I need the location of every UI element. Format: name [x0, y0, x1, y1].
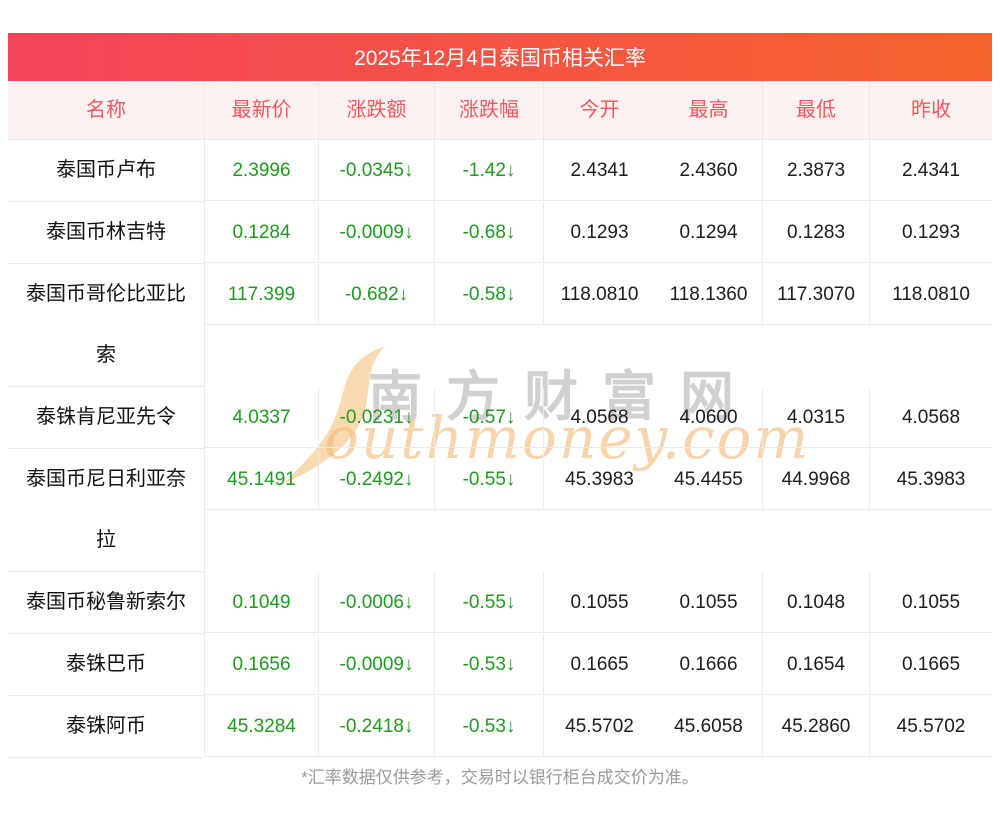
- change-amount-cell: -0.2418↓: [318, 696, 434, 757]
- change-percent-cell: -0.68↓: [434, 202, 543, 263]
- open-cell: 4.0568: [543, 387, 655, 448]
- change-percent-cell: -0.53↓: [434, 634, 543, 695]
- prev-close-cell: 0.1055: [869, 572, 992, 633]
- high-cell: 0.1055: [655, 572, 762, 633]
- table-header-row: 名称 最新价 涨跌额 涨跌幅 今开 最高 最低 昨收: [8, 81, 992, 140]
- high-cell: 4.0600: [655, 387, 762, 448]
- high-cell: 2.4360: [655, 140, 762, 201]
- low-cell: 0.1654: [762, 634, 869, 695]
- prev-close-cell: 45.5702: [869, 696, 992, 757]
- prev-close-cell: 0.1293: [869, 202, 992, 263]
- prev-close-cell: 0.1665: [869, 634, 992, 695]
- table-title: 2025年12月4日泰国币相关汇率: [8, 33, 992, 81]
- change-percent-cell: -0.57↓: [434, 387, 543, 448]
- column-header-change-amount: 涨跌额: [318, 81, 434, 140]
- change-amount-cell: -0.0231↓: [318, 387, 434, 448]
- high-cell: 0.1294: [655, 202, 762, 263]
- latest-price-cell: 45.1491: [205, 449, 318, 510]
- change-percent-cell: -0.58↓: [434, 264, 543, 325]
- table-row: 泰铢阿币 45.3284 -0.2418↓ -0.53↓ 45.5702 45.6058 4…: [8, 696, 992, 758]
- column-header-name: 名称: [8, 81, 205, 140]
- table-row: 泰国币秘鲁新索尔 0.1049 -0.0006↓ -0.55↓ 0.1055 0.1055…: [8, 572, 992, 634]
- latest-price-cell: 2.3996: [205, 140, 318, 201]
- table-row: 泰铢巴币 0.1656 -0.0009↓ -0.53↓ 0.1665 0.1666 0.16…: [8, 634, 992, 696]
- low-cell: 2.3873: [762, 140, 869, 201]
- open-cell: 0.1055: [543, 572, 655, 633]
- prev-close-cell: 2.4341: [869, 140, 992, 201]
- name-cell: 泰国币林吉特: [8, 202, 205, 264]
- column-header-low: 最低: [762, 81, 869, 140]
- column-header-prev-close: 昨收: [869, 81, 992, 140]
- name-cell: 泰铢肯尼亚先令: [8, 387, 205, 449]
- column-header-open: 今开: [543, 81, 655, 140]
- change-percent-cell: -0.53↓: [434, 696, 543, 757]
- open-cell: 45.3983: [543, 449, 655, 510]
- table-row: 泰国币卢布 2.3996 -0.0345↓ -1.42↓ 2.4341 2.4360 2.3…: [8, 140, 992, 202]
- low-cell: 45.2860: [762, 696, 869, 757]
- latest-price-cell: 4.0337: [205, 387, 318, 448]
- disclaimer-text: *汇率数据仅供参考，交易时以银行柜台成交价为准。: [301, 768, 699, 787]
- low-cell: 0.1048: [762, 572, 869, 633]
- change-percent-cell: -0.55↓: [434, 449, 543, 510]
- table-row: 泰国币林吉特 0.1284 -0.0009↓ -0.68↓ 0.1293 0.1294 0.…: [8, 202, 992, 264]
- name-cell: 泰铢阿币: [8, 696, 205, 758]
- table-body: 泰国币卢布 2.3996 -0.0345↓ -1.42↓ 2.4341 2.4360 2.3…: [8, 140, 992, 758]
- column-header-change-percent: 涨跌幅: [434, 81, 543, 140]
- high-cell: 45.6058: [655, 696, 762, 757]
- change-percent-cell: -1.42↓: [434, 140, 543, 201]
- prev-close-cell: 4.0568: [869, 387, 992, 448]
- prev-close-cell: 118.0810: [869, 264, 992, 325]
- change-amount-cell: -0.0345↓: [318, 140, 434, 201]
- open-cell: 0.1665: [543, 634, 655, 695]
- low-cell: 0.1283: [762, 202, 869, 263]
- open-cell: 2.4341: [543, 140, 655, 201]
- latest-price-cell: 117.399: [205, 264, 318, 325]
- column-header-latest-price: 最新价: [205, 81, 318, 140]
- latest-price-cell: 0.1284: [205, 202, 318, 263]
- table-row: 泰铢肯尼亚先令 4.0337 -0.0231↓ -0.57↓ 4.0568 4.0600 4…: [8, 387, 992, 449]
- latest-price-cell: 45.3284: [205, 696, 318, 757]
- name-cell: 泰国币尼日利亚奈拉: [8, 449, 205, 572]
- high-cell: 118.1360: [655, 264, 762, 325]
- table-row: 泰国币哥伦比亚比索 117.399 -0.682↓ -0.58↓ 118.0810 118…: [8, 264, 992, 387]
- low-cell: 4.0315: [762, 387, 869, 448]
- column-header-high: 最高: [655, 81, 762, 140]
- table-row: 泰国币尼日利亚奈拉 45.1491 -0.2492↓ -0.55↓ 45.3983 45.…: [8, 449, 992, 572]
- name-cell: 泰国币秘鲁新索尔: [8, 572, 205, 634]
- exchange-rate-table: 2025年12月4日泰国币相关汇率 名称 最新价 涨跌额 涨跌幅 今开 最高 最…: [8, 33, 992, 758]
- open-cell: 45.5702: [543, 696, 655, 757]
- name-cell: 泰铢巴币: [8, 634, 205, 696]
- prev-close-cell: 45.3983: [869, 449, 992, 510]
- name-cell: 泰国币卢布: [8, 140, 205, 202]
- low-cell: 117.3070: [762, 264, 869, 325]
- change-amount-cell: -0.2492↓: [318, 449, 434, 510]
- open-cell: 0.1293: [543, 202, 655, 263]
- name-cell: 泰国币哥伦比亚比索: [8, 264, 205, 387]
- open-cell: 118.0810: [543, 264, 655, 325]
- latest-price-cell: 0.1049: [205, 572, 318, 633]
- low-cell: 44.9968: [762, 449, 869, 510]
- change-percent-cell: -0.55↓: [434, 572, 543, 633]
- high-cell: 0.1666: [655, 634, 762, 695]
- change-amount-cell: -0.682↓: [318, 264, 434, 325]
- change-amount-cell: -0.0009↓: [318, 634, 434, 695]
- latest-price-cell: 0.1656: [205, 634, 318, 695]
- change-amount-cell: -0.0009↓: [318, 202, 434, 263]
- change-amount-cell: -0.0006↓: [318, 572, 434, 633]
- high-cell: 45.4455: [655, 449, 762, 510]
